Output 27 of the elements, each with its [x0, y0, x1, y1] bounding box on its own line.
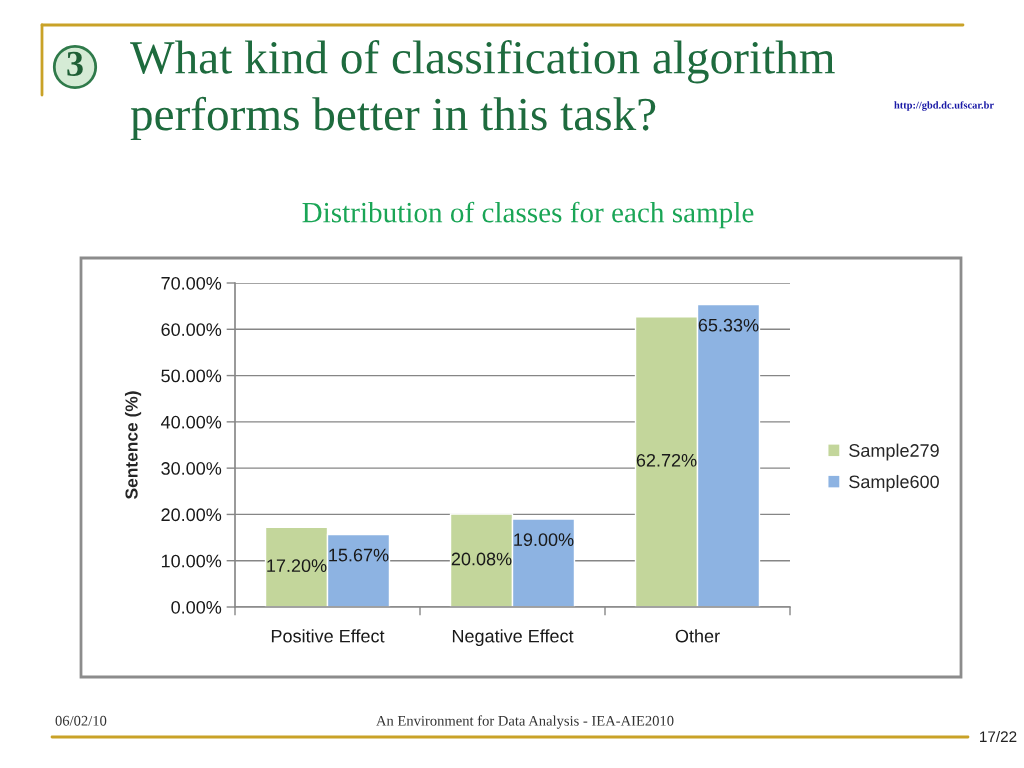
- legend-label: Sample279: [849, 443, 939, 461]
- legend-label: Sample600: [849, 474, 939, 492]
- y-axis-title: Sentence (%): [124, 391, 142, 500]
- x-tick-label: Positive Effect: [271, 629, 385, 643]
- chart-title: What kind of classification algorithm performs better in this task?: [130, 40, 835, 141]
- y-tick-label: 10.00%: [161, 554, 222, 568]
- y-tick-label: 70.00%: [161, 276, 222, 290]
- y-tick-label: 30.00%: [161, 462, 222, 475]
- data-label: 20.08%: [451, 552, 512, 566]
- x-tick-label: Negative Effect: [452, 629, 574, 647]
- y-tick-label: 40.00%: [160, 415, 222, 429]
- data-label: 65.33%: [698, 318, 759, 332]
- y-tick-label: 20.00%: [161, 508, 222, 522]
- chart-subtitle: Distribution of classes for each sample: [302, 201, 754, 229]
- text: 06/02/10: [55, 715, 107, 726]
- y-tick-label: 0.00%: [171, 600, 222, 614]
- text: http://gbd.dc.ufscar.br: [894, 101, 994, 111]
- data-label: 62.72%: [636, 453, 697, 467]
- x-tick-label: Other: [675, 629, 720, 643]
- data-label: 15.67%: [329, 548, 389, 562]
- data-label: 19.00%: [514, 533, 574, 547]
- text: 3: [67, 51, 83, 77]
- y-tick-label: 60.00%: [161, 323, 222, 337]
- text: 17/22: [980, 730, 1017, 743]
- y-tick-label: 50.00%: [161, 369, 222, 383]
- text: An Environment for Data Analysis - IEA-AIE2010: [376, 715, 674, 729]
- data-label: 17.20%: [267, 559, 327, 573]
